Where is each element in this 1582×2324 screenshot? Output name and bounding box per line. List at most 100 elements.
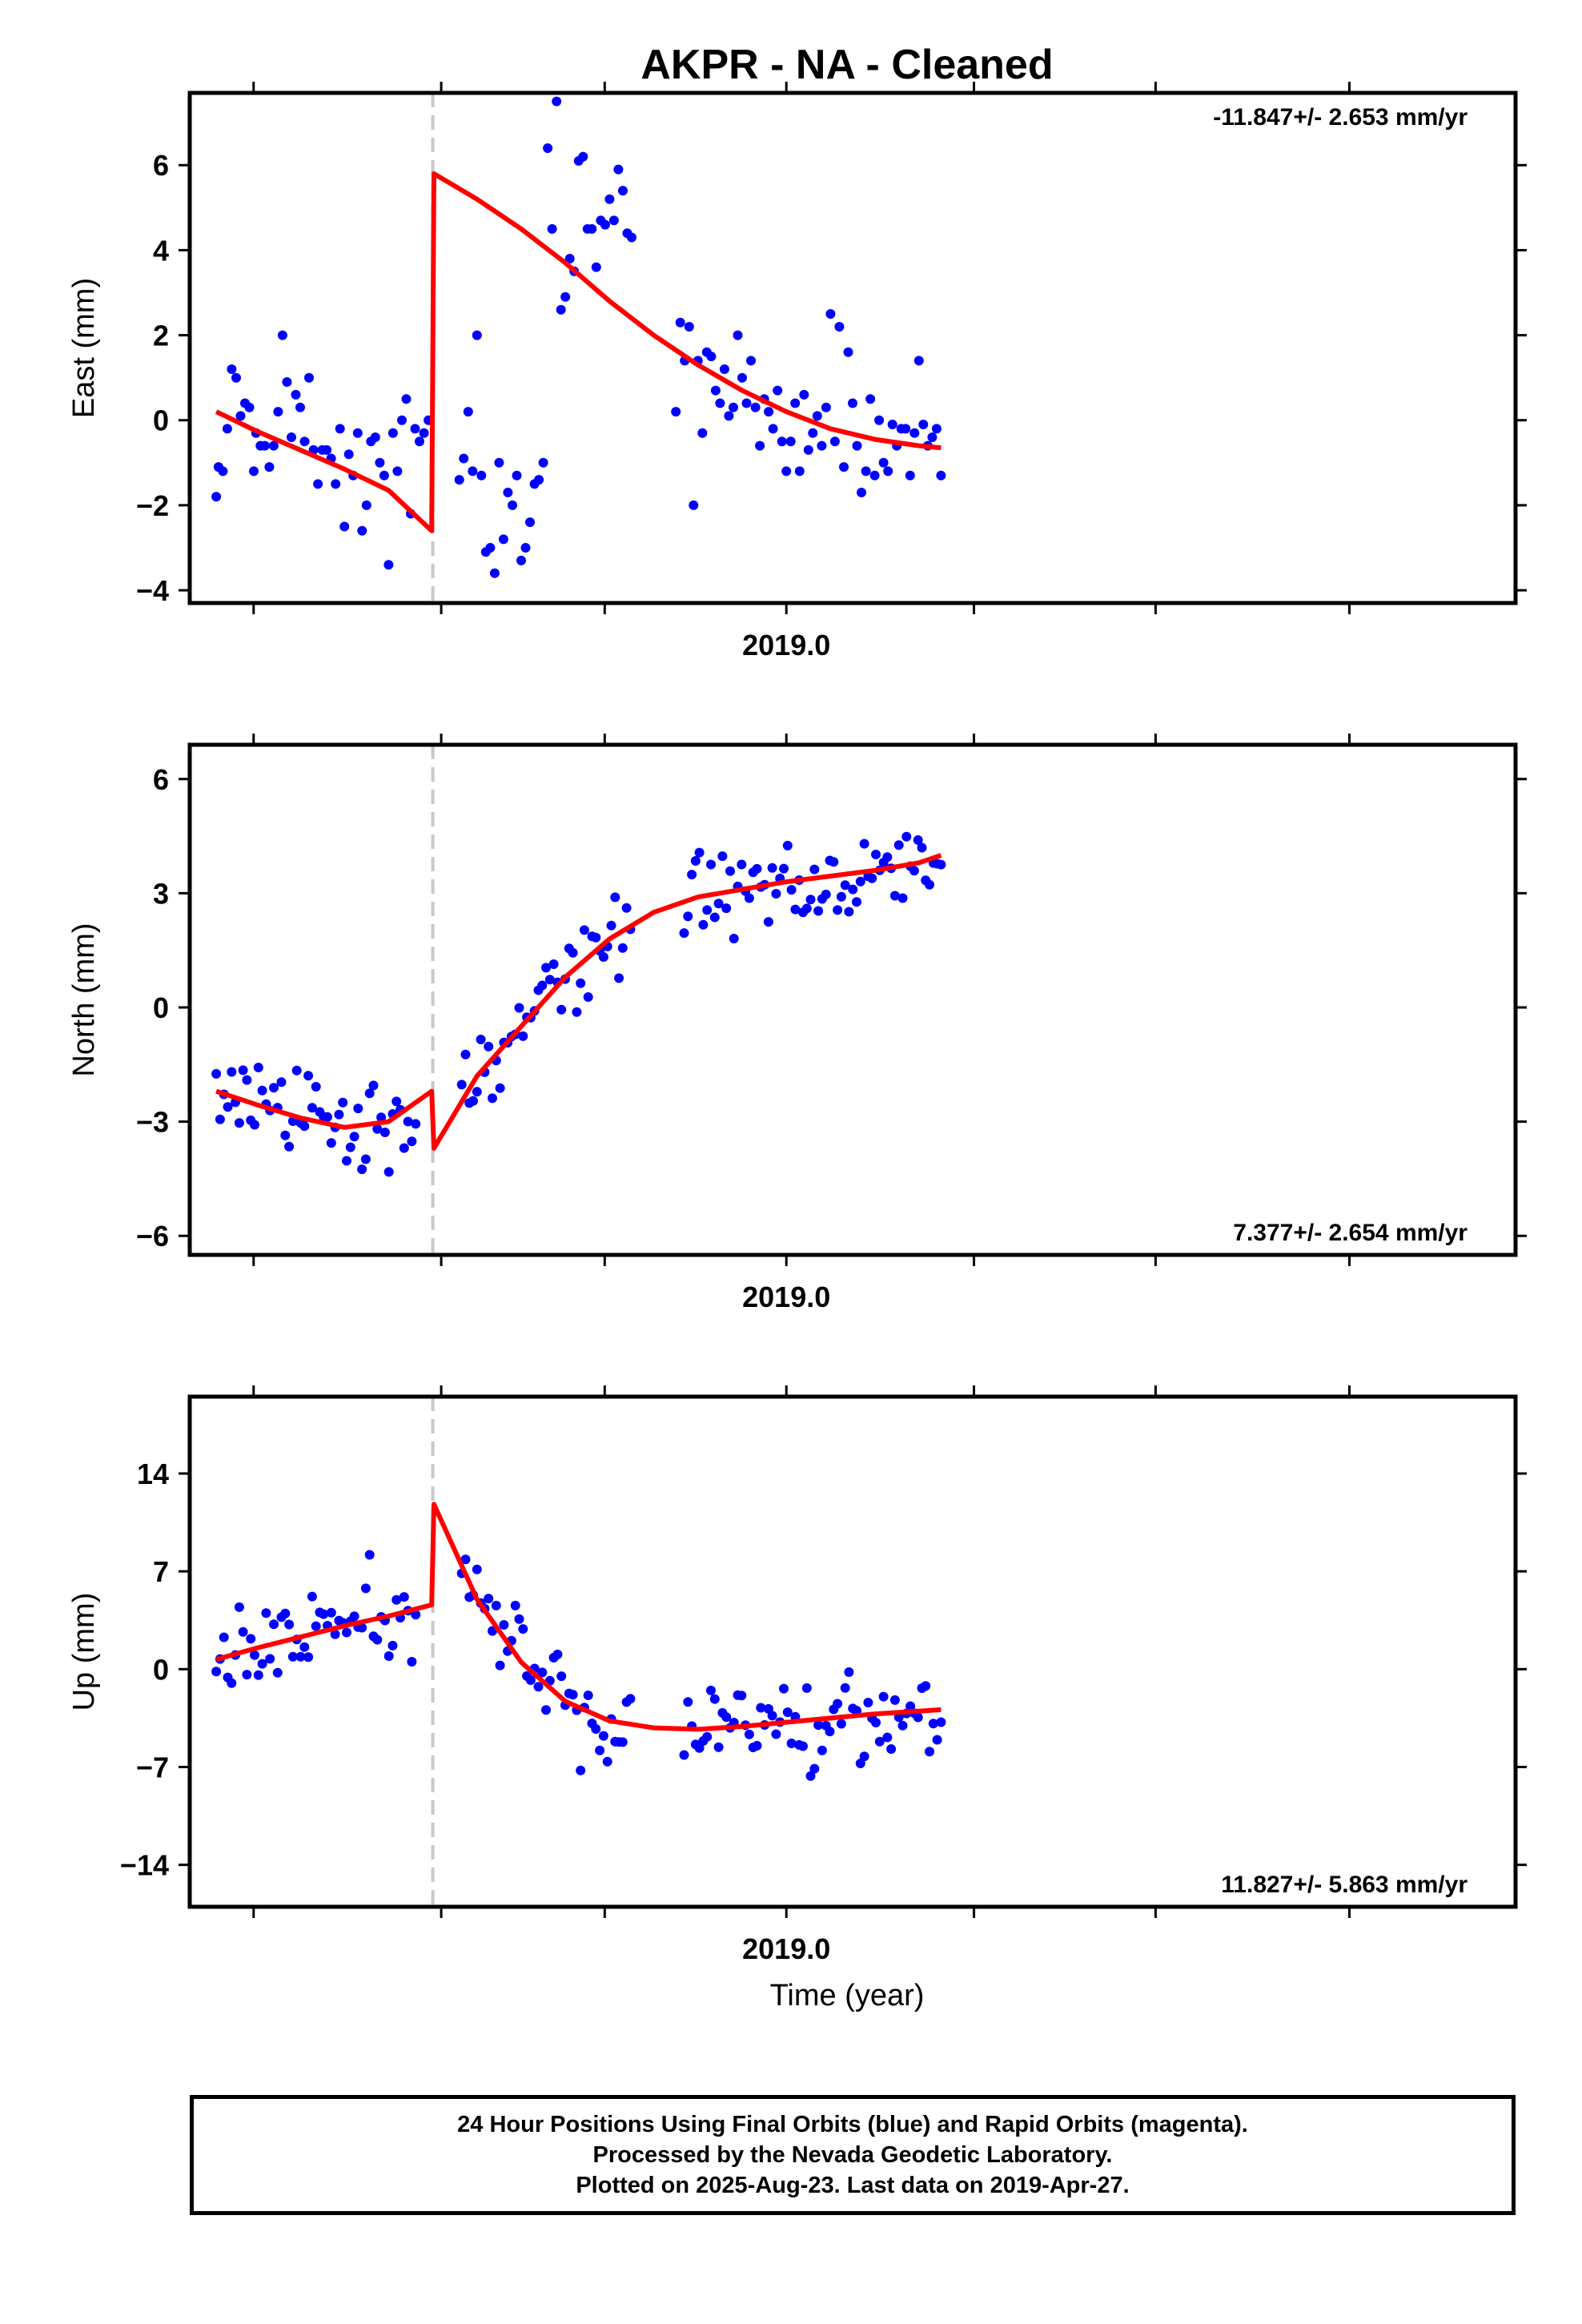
up-point bbox=[357, 1622, 367, 1633]
east-point bbox=[264, 462, 275, 472]
east-point bbox=[218, 466, 228, 476]
up-point bbox=[510, 1600, 520, 1610]
north-point bbox=[729, 934, 739, 943]
up-point bbox=[709, 1694, 720, 1704]
up-point bbox=[925, 1747, 934, 1757]
north-point bbox=[698, 919, 709, 930]
north-point bbox=[617, 943, 628, 953]
up-point bbox=[326, 1607, 336, 1618]
up-point bbox=[307, 1591, 317, 1602]
east-point bbox=[812, 411, 822, 421]
up-frame bbox=[187, 1394, 1518, 1909]
north-point bbox=[606, 920, 616, 931]
up-point bbox=[319, 1609, 329, 1619]
up-rate-label: 11.827+/- 5.863 mm/yr bbox=[1221, 1872, 1468, 1898]
up-point bbox=[840, 1683, 850, 1693]
up-y-axis-label: Up (mm) bbox=[67, 1593, 101, 1711]
north-point bbox=[709, 912, 720, 923]
north-point bbox=[323, 1112, 332, 1122]
east-point bbox=[489, 568, 500, 578]
up-point bbox=[484, 1594, 494, 1604]
north-point bbox=[702, 905, 713, 915]
north-point bbox=[556, 1004, 567, 1015]
up-point bbox=[303, 1652, 314, 1663]
up-point bbox=[514, 1614, 524, 1624]
up-point bbox=[460, 1554, 471, 1565]
up-point bbox=[383, 1651, 394, 1661]
up-point bbox=[744, 1729, 754, 1739]
east-point bbox=[724, 411, 734, 421]
east-point bbox=[587, 223, 597, 234]
east-point bbox=[335, 424, 345, 434]
east-point bbox=[764, 407, 774, 417]
east-y-tick-label: 0 bbox=[153, 404, 169, 437]
east-point bbox=[861, 466, 871, 476]
up-point bbox=[495, 1660, 505, 1671]
east-point bbox=[322, 444, 332, 455]
east-point bbox=[498, 534, 508, 545]
east-point bbox=[927, 432, 938, 442]
north-point bbox=[744, 893, 754, 903]
up-point bbox=[265, 1654, 275, 1664]
east-point bbox=[211, 492, 222, 502]
north-point bbox=[840, 880, 850, 891]
up-point bbox=[280, 1608, 291, 1618]
up-point bbox=[387, 1640, 398, 1651]
up-point bbox=[859, 1751, 869, 1762]
north-point bbox=[250, 1120, 259, 1130]
east-point bbox=[339, 521, 350, 532]
east-point bbox=[627, 232, 636, 243]
east-rate-label: -11.847+/- 2.653 mm/yr bbox=[1213, 104, 1468, 131]
north-rate-label: 7.377+/- 2.654 mm/yr bbox=[1233, 1220, 1468, 1246]
north-point bbox=[610, 892, 620, 903]
east-y-tick-label: 6 bbox=[153, 149, 169, 182]
north-point bbox=[253, 1063, 263, 1072]
up-point bbox=[598, 1731, 608, 1741]
north-point bbox=[403, 1116, 413, 1127]
north-point bbox=[713, 899, 724, 909]
up-point bbox=[602, 1756, 612, 1767]
east-point bbox=[494, 457, 504, 468]
up-point bbox=[576, 1765, 586, 1775]
east-point bbox=[905, 470, 915, 480]
north-point bbox=[893, 840, 904, 850]
north-point bbox=[472, 1087, 482, 1097]
north-point bbox=[591, 932, 601, 943]
north-point bbox=[368, 1080, 379, 1091]
east-point bbox=[799, 389, 809, 400]
north-point bbox=[583, 992, 593, 1002]
up-point bbox=[407, 1657, 417, 1667]
north-point bbox=[897, 893, 908, 903]
x-axis-label: Time (year) bbox=[770, 1979, 925, 2012]
north-point bbox=[568, 947, 578, 958]
east-point bbox=[454, 475, 464, 485]
footer-line-3: Plotted on 2025-Aug-23. Last data on 201… bbox=[576, 2173, 1130, 2198]
east-point bbox=[304, 372, 314, 383]
north-point bbox=[269, 1083, 279, 1093]
east-point bbox=[397, 415, 407, 425]
up-point bbox=[752, 1740, 762, 1751]
east-point bbox=[410, 424, 420, 434]
east-point bbox=[839, 462, 849, 472]
east-point bbox=[600, 219, 610, 230]
up-point bbox=[886, 1744, 897, 1754]
north-point bbox=[484, 1041, 494, 1051]
east-point bbox=[525, 517, 535, 528]
north-point bbox=[913, 835, 923, 845]
east-point bbox=[931, 424, 942, 434]
north-point bbox=[495, 1083, 505, 1093]
up-point bbox=[694, 1743, 705, 1753]
up-point bbox=[932, 1735, 942, 1745]
east-point bbox=[689, 500, 699, 510]
east-point bbox=[401, 394, 412, 404]
east-point bbox=[459, 453, 469, 464]
up-point bbox=[556, 1671, 567, 1682]
up-point bbox=[391, 1594, 402, 1605]
east-point bbox=[291, 389, 301, 400]
up-point bbox=[825, 1727, 835, 1737]
east-point bbox=[785, 436, 796, 447]
north-point bbox=[621, 903, 632, 913]
up-point bbox=[472, 1564, 482, 1574]
east-point bbox=[808, 428, 818, 438]
north-point bbox=[614, 973, 624, 983]
